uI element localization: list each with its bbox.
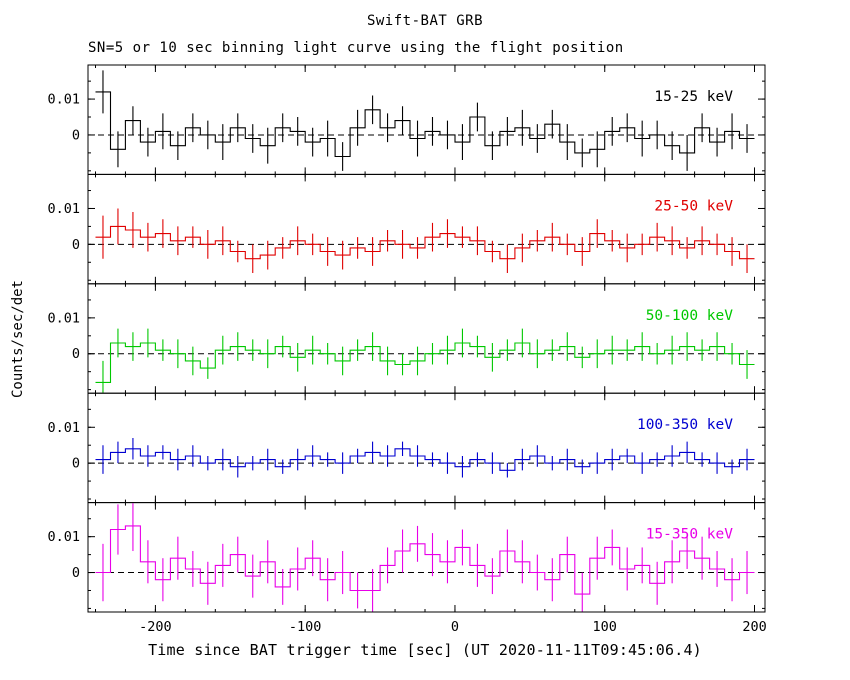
- band-label: 100-350 keV: [637, 417, 733, 433]
- series-25-50-kev: [95, 208, 755, 274]
- band-label: 25-50 keV: [654, 198, 733, 214]
- x-axis-label: Time since BAT trigger time [sec] (UT 20…: [148, 641, 702, 659]
- y-tick-label: 0: [72, 565, 80, 581]
- y-tick-label: 0: [72, 346, 80, 362]
- x-tick-label: -100: [289, 619, 322, 635]
- y-tick-label: 0.01: [47, 201, 80, 217]
- x-tick-label: 0: [451, 619, 459, 635]
- panel-25-50-kev: 0 0.01 25-50 keV: [47, 173, 766, 285]
- band-label: 15-350 keV: [646, 527, 734, 543]
- x-tick-label: -200: [139, 619, 172, 635]
- y-tick-label: 0: [72, 456, 80, 472]
- panel-frame: [87, 283, 766, 394]
- x-tick-label: 200: [742, 619, 766, 635]
- step-curve: [95, 225, 755, 260]
- panel-frame: [87, 64, 766, 175]
- y-tick-label: 0.01: [47, 529, 80, 545]
- panel-100-350-kev: 0 0.01 100-350 keV: [47, 392, 766, 504]
- x-tick-label: 100: [593, 619, 617, 635]
- y-axis-label: Counts/sec/det: [10, 280, 26, 399]
- panel-frame: [87, 502, 766, 613]
- step-curve: [95, 448, 755, 471]
- band-label: 50-100 keV: [646, 308, 734, 324]
- panel-50-100-kev: 0 0.01 50-100 keV: [47, 283, 766, 394]
- step-curve: [95, 525, 755, 595]
- y-tick-label: 0: [72, 237, 80, 253]
- panel-15-350-kev: 0 0.01 15-350 keV: [47, 502, 766, 613]
- band-label: 15-25 keV: [654, 89, 733, 105]
- panel-frame: [87, 392, 766, 504]
- y-tick-label: 0: [72, 127, 80, 143]
- series-15-350-kev: [95, 503, 755, 612]
- series-15-25-kev: [95, 70, 755, 171]
- chart-title: Swift-BAT GRB: [366, 13, 484, 29]
- panel-frame: [87, 173, 766, 285]
- series-50-100-kev: [95, 328, 755, 393]
- step-curve: [95, 342, 755, 383]
- panel-15-25-kev: 0 0.01 15-25 keV: [47, 64, 766, 175]
- chart-subtitle: SN=5 or 10 sec binning light curve using…: [88, 40, 624, 56]
- y-tick-label: 0.01: [47, 92, 80, 108]
- y-tick-label: 0.01: [47, 310, 80, 326]
- series-100-350-kev: [95, 438, 755, 478]
- y-tick-label: 0.01: [47, 420, 80, 436]
